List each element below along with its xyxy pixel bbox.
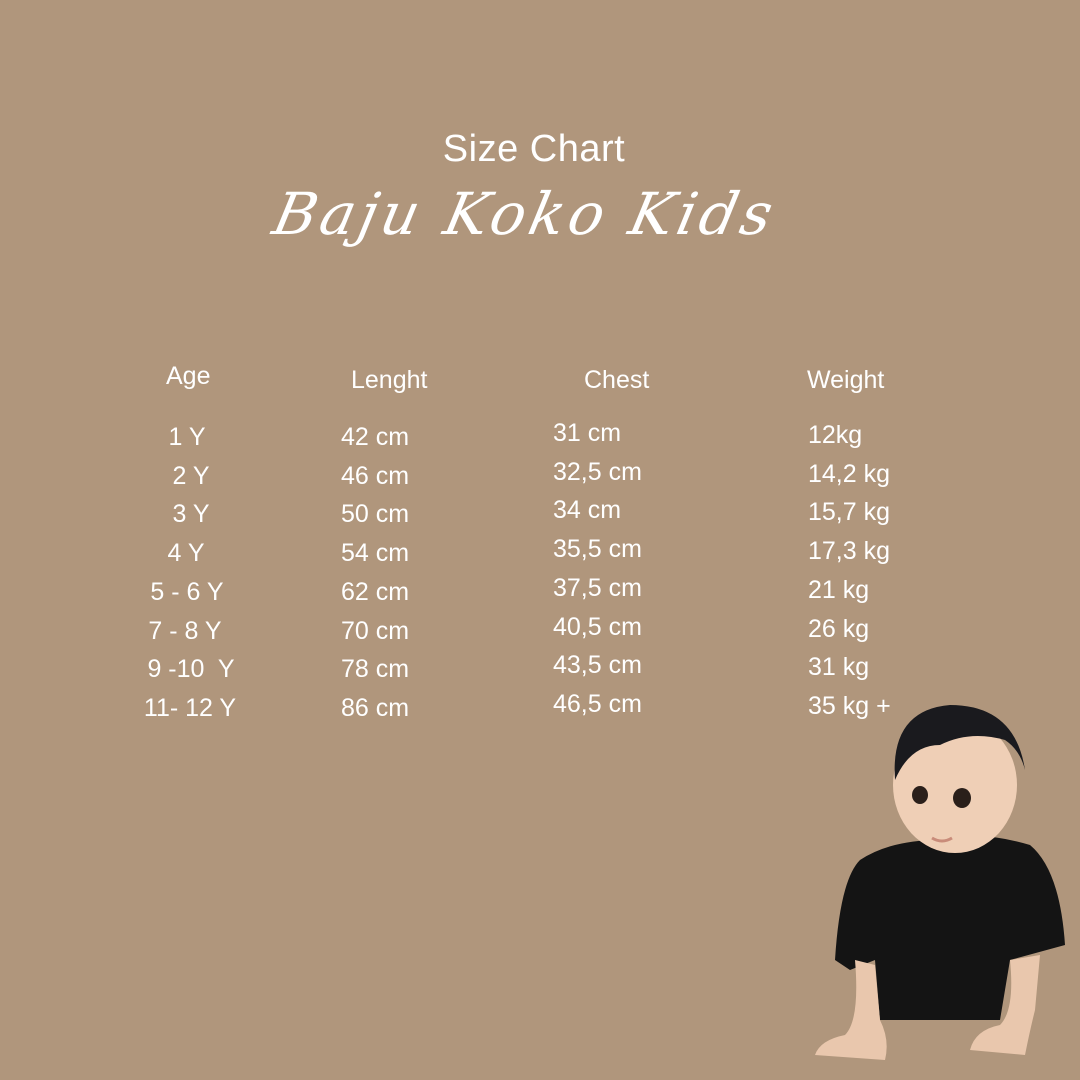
- product-name-script: Baju Koko Kids: [267, 180, 783, 248]
- cell-chest: 35,5 cm: [553, 535, 642, 564]
- cell-length: 42 cm: [341, 423, 410, 451]
- cell-chest: 40,5 cm: [553, 612, 642, 641]
- cell-length: 50 cm: [341, 500, 410, 529]
- header-length: Lenght: [351, 366, 428, 394]
- cell-weight: 12kg: [808, 421, 863, 449]
- header-age: Age: [166, 362, 211, 390]
- child-model-photo: [815, 705, 1065, 1060]
- header-weight: Weight: [807, 366, 885, 394]
- cell-age: 3 Y: [172, 500, 210, 529]
- cell-chest: 43,5 cm: [553, 651, 642, 680]
- cell-length: 62 cm: [341, 577, 410, 606]
- cell-length: 46 cm: [341, 461, 410, 490]
- cell-chest: 32,5 cm: [553, 457, 642, 486]
- cell-length: 78 cm: [341, 655, 410, 684]
- cell-chest: 31 cm: [553, 419, 622, 447]
- header-chest: Chest: [584, 366, 650, 394]
- cell-weight: 35 kg +: [808, 691, 891, 720]
- cell-weight: 15,7 kg: [808, 498, 891, 527]
- cell-age: 4 Y: [167, 539, 205, 568]
- cell-length: 54 cm: [341, 539, 410, 568]
- page-title: Size Chart: [442, 128, 626, 170]
- cell-chest: 34 cm: [553, 496, 622, 525]
- cell-weight: 21 kg: [808, 575, 870, 604]
- cell-chest: 46,5 cm: [553, 689, 642, 718]
- cell-age: 5 - 6 Y: [150, 577, 224, 606]
- cell-age: 9 -10 Y: [147, 655, 235, 684]
- cell-age: 11- 12 Y: [143, 693, 237, 722]
- cell-age: 2 Y: [172, 461, 210, 490]
- cell-age: 1 Y: [168, 423, 206, 451]
- cell-chest: 37,5 cm: [553, 573, 642, 602]
- cell-length: 86 cm: [341, 693, 410, 722]
- cell-weight: 26 kg: [808, 614, 870, 643]
- cell-weight: 31 kg: [808, 653, 870, 682]
- cell-weight: 14,2 kg: [808, 459, 891, 488]
- cell-length: 70 cm: [341, 616, 410, 645]
- cell-weight: 17,3 kg: [808, 537, 891, 566]
- cell-age: 7 - 8 Y: [148, 616, 222, 645]
